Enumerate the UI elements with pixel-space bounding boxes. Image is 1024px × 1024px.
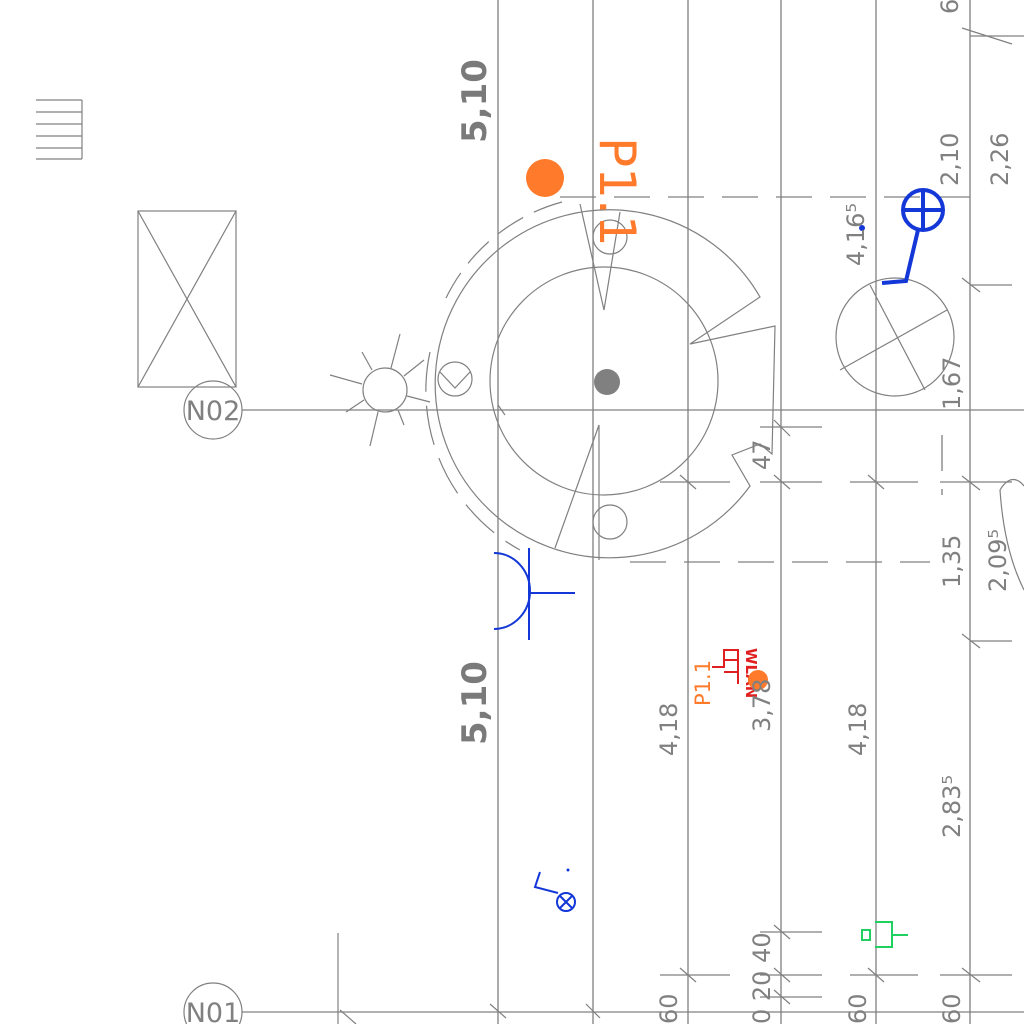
dim-left-bottom: 5,10 (455, 661, 495, 745)
dim-4-165: 4,16⁵ (842, 203, 870, 266)
stair-symbol (36, 99, 83, 160)
dim-0-20-40: 0 20 40 (748, 932, 776, 1024)
blue-dot (859, 225, 865, 231)
dim-60-c: 60 (938, 993, 966, 1024)
dim-2-835: 2,83⁵ (938, 775, 966, 838)
blue-switch-icon[interactable] (533, 871, 576, 912)
grid-label-n02: N02 (186, 396, 241, 427)
dim-1-67: 1,67 (938, 357, 966, 410)
circular-room (425, 201, 776, 560)
dim-3-78: 3,78 (748, 679, 776, 732)
grid-bubble-n01: N01 (183, 982, 243, 1024)
blue-small-dot (566, 868, 570, 872)
dim-top-6: 6 (936, 0, 964, 14)
dim-left-top: 5,10 (455, 59, 495, 143)
dashed-lines (560, 196, 970, 563)
orange-marker-small (748, 670, 768, 690)
p1-tag-small: P1.1 (691, 660, 715, 706)
light-fixture-icon (329, 333, 431, 447)
shaft-rectangle (137, 210, 237, 388)
dimension-ticks (337, 27, 1024, 1024)
dim-4-18-right: 4,18 (844, 703, 872, 756)
blue-outlet-icon[interactable] (881, 188, 945, 285)
dim-60-b: 60 (844, 993, 872, 1024)
p1-tag-large: P1.1 (588, 137, 646, 247)
center-point (594, 369, 620, 395)
blue-socket-icon[interactable] (493, 548, 575, 640)
dim-1-35: 1,35 (938, 535, 966, 588)
dim-47: 47 (748, 439, 776, 470)
door-swing-arc (999, 478, 1024, 591)
dim-2-26: 2,26 (986, 133, 1014, 186)
vertical-grid-lines (497, 0, 971, 1024)
grid-bubble-n02: N02 (183, 380, 243, 440)
orange-marker-top (526, 159, 564, 197)
dim-60-a: 60 (655, 993, 683, 1024)
dim-2-10: 2,10 (936, 133, 964, 186)
horizontal-axis-lines (242, 409, 1024, 1013)
dimension-labels: 5,10 5,10 6 2,10 2,26 4,16⁵ 1,67 47 1,35… (455, 0, 1014, 1024)
dim-4-18-left: 4,18 (655, 703, 683, 756)
round-fixture (835, 277, 955, 397)
green-outlet-icon[interactable] (861, 921, 908, 948)
grid-label-n01: N01 (186, 998, 241, 1024)
dim-2-095: 2,09⁵ (984, 529, 1012, 592)
